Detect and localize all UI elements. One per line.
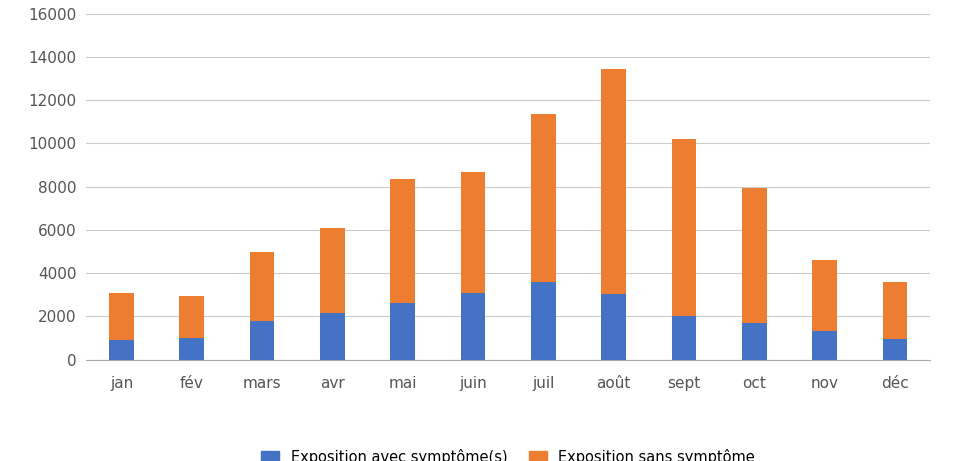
Bar: [812, 260, 837, 331]
Legend: Exposition avec symptôme(s), Exposition sans symptôme: Exposition avec symptôme(s), Exposition …: [256, 443, 760, 461]
Bar: [601, 294, 626, 360]
Bar: [672, 316, 696, 360]
Bar: [672, 139, 696, 316]
Bar: [390, 303, 415, 360]
Bar: [742, 188, 767, 323]
Bar: [320, 313, 345, 360]
Bar: [179, 338, 204, 360]
Bar: [460, 293, 485, 360]
Bar: [531, 114, 556, 282]
Bar: [742, 323, 767, 360]
Bar: [460, 171, 485, 293]
Bar: [249, 321, 274, 360]
Bar: [109, 293, 133, 340]
Bar: [109, 340, 133, 360]
Bar: [179, 296, 204, 338]
Bar: [601, 69, 626, 294]
Bar: [882, 282, 907, 339]
Bar: [320, 228, 345, 313]
Bar: [812, 331, 837, 360]
Bar: [882, 339, 907, 360]
Bar: [249, 252, 274, 321]
Bar: [390, 179, 415, 303]
Bar: [531, 282, 556, 360]
